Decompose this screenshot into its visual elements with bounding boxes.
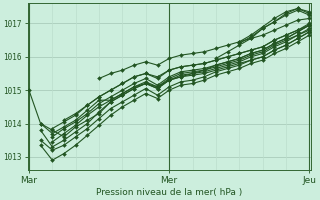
X-axis label: Pression niveau de la mer( hPa ): Pression niveau de la mer( hPa )	[96, 188, 242, 197]
